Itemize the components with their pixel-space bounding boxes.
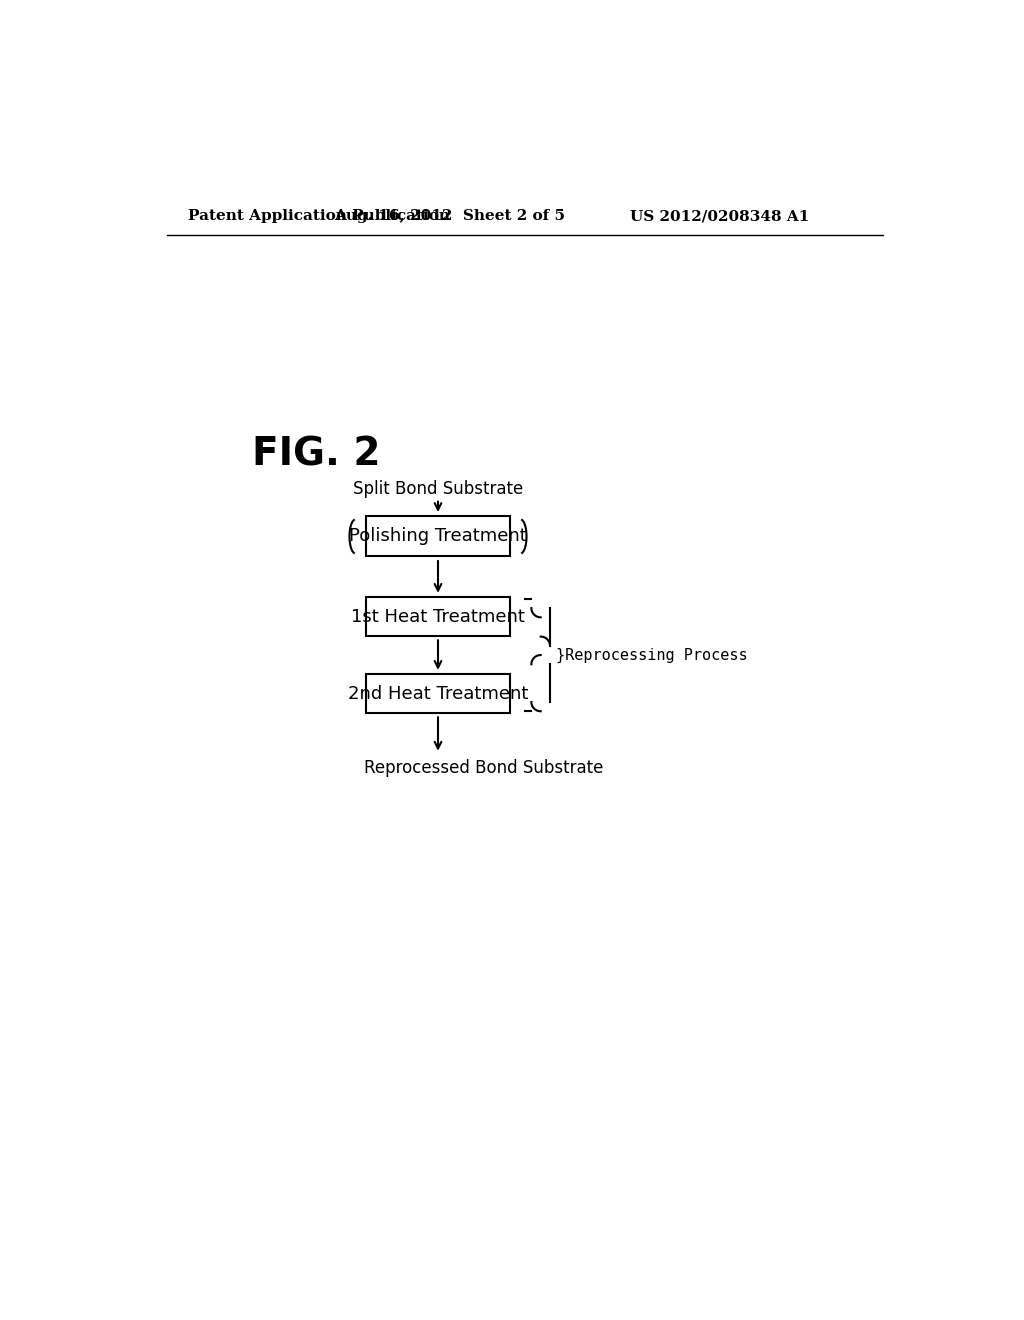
- Bar: [367, 675, 510, 713]
- Text: Polishing Treatment: Polishing Treatment: [349, 528, 527, 545]
- Text: 2nd Heat Treatment: 2nd Heat Treatment: [348, 685, 528, 702]
- Text: Patent Application Publication: Patent Application Publication: [188, 209, 451, 223]
- Bar: [367, 516, 510, 557]
- Text: Aug. 16, 2012  Sheet 2 of 5: Aug. 16, 2012 Sheet 2 of 5: [334, 209, 565, 223]
- Text: Split Bond Substrate: Split Bond Substrate: [353, 480, 523, 499]
- Text: Reprocessed Bond Substrate: Reprocessed Bond Substrate: [365, 759, 604, 777]
- Text: FIG. 2: FIG. 2: [252, 436, 381, 474]
- Text: US 2012/0208348 A1: US 2012/0208348 A1: [630, 209, 810, 223]
- Text: 1st Heat Treatment: 1st Heat Treatment: [351, 607, 525, 626]
- Text: }Reprocessing Process: }Reprocessing Process: [556, 647, 748, 663]
- Bar: [367, 597, 510, 636]
